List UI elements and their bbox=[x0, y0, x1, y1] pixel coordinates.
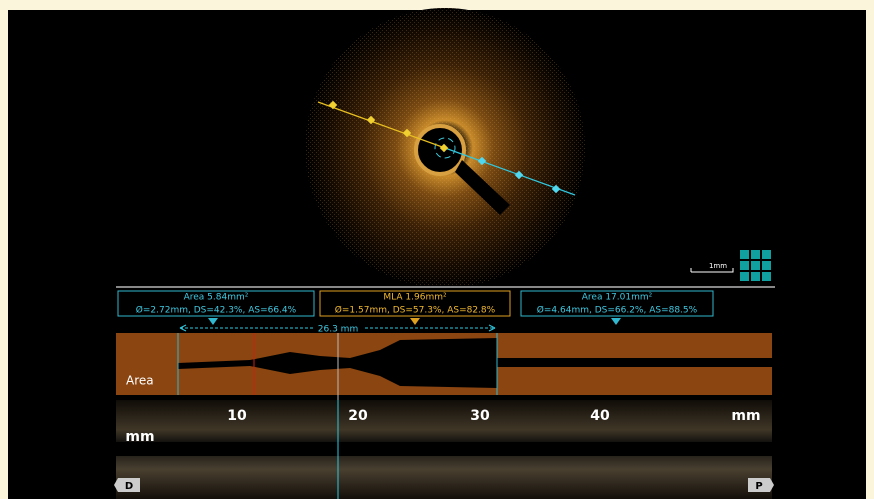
screen: 1mm Area 5.84mm² Ø=2.72mm, DS=42.3%, AS=… bbox=[0, 0, 874, 499]
profile-label: Area bbox=[126, 374, 154, 388]
measure-detail: Ø=4.64mm, DS=66.2%, AS=88.5% bbox=[537, 305, 698, 316]
measure-title: MLA 1.96mm² bbox=[383, 293, 447, 303]
proximal-label[interactable]: P bbox=[755, 481, 762, 492]
measure-title: Area 17.01mm² bbox=[582, 293, 653, 303]
side-unit: mm bbox=[125, 429, 154, 445]
distal-label[interactable]: D bbox=[125, 481, 133, 492]
lumen bbox=[416, 126, 464, 174]
scale-bar-label: 1mm bbox=[709, 262, 727, 270]
axis-tick-label: 30 bbox=[470, 408, 490, 424]
measure-title: Area 5.84mm² bbox=[184, 293, 249, 303]
longitudinal-catheter bbox=[116, 442, 772, 456]
axis-tick-label: 40 bbox=[590, 408, 610, 424]
axis-tick-label: 10 bbox=[227, 408, 247, 424]
layout-grid-icon[interactable] bbox=[740, 250, 771, 281]
axis-tick-label: 20 bbox=[348, 408, 368, 424]
axis-unit: mm bbox=[731, 408, 760, 424]
measure-detail: Ø=1.57mm, DS=57.3%, AS=82.8% bbox=[335, 305, 496, 316]
measure-detail: Ø=2.72mm, DS=42.3%, AS=66.4% bbox=[136, 305, 297, 316]
area-profile-lumen bbox=[497, 358, 772, 367]
